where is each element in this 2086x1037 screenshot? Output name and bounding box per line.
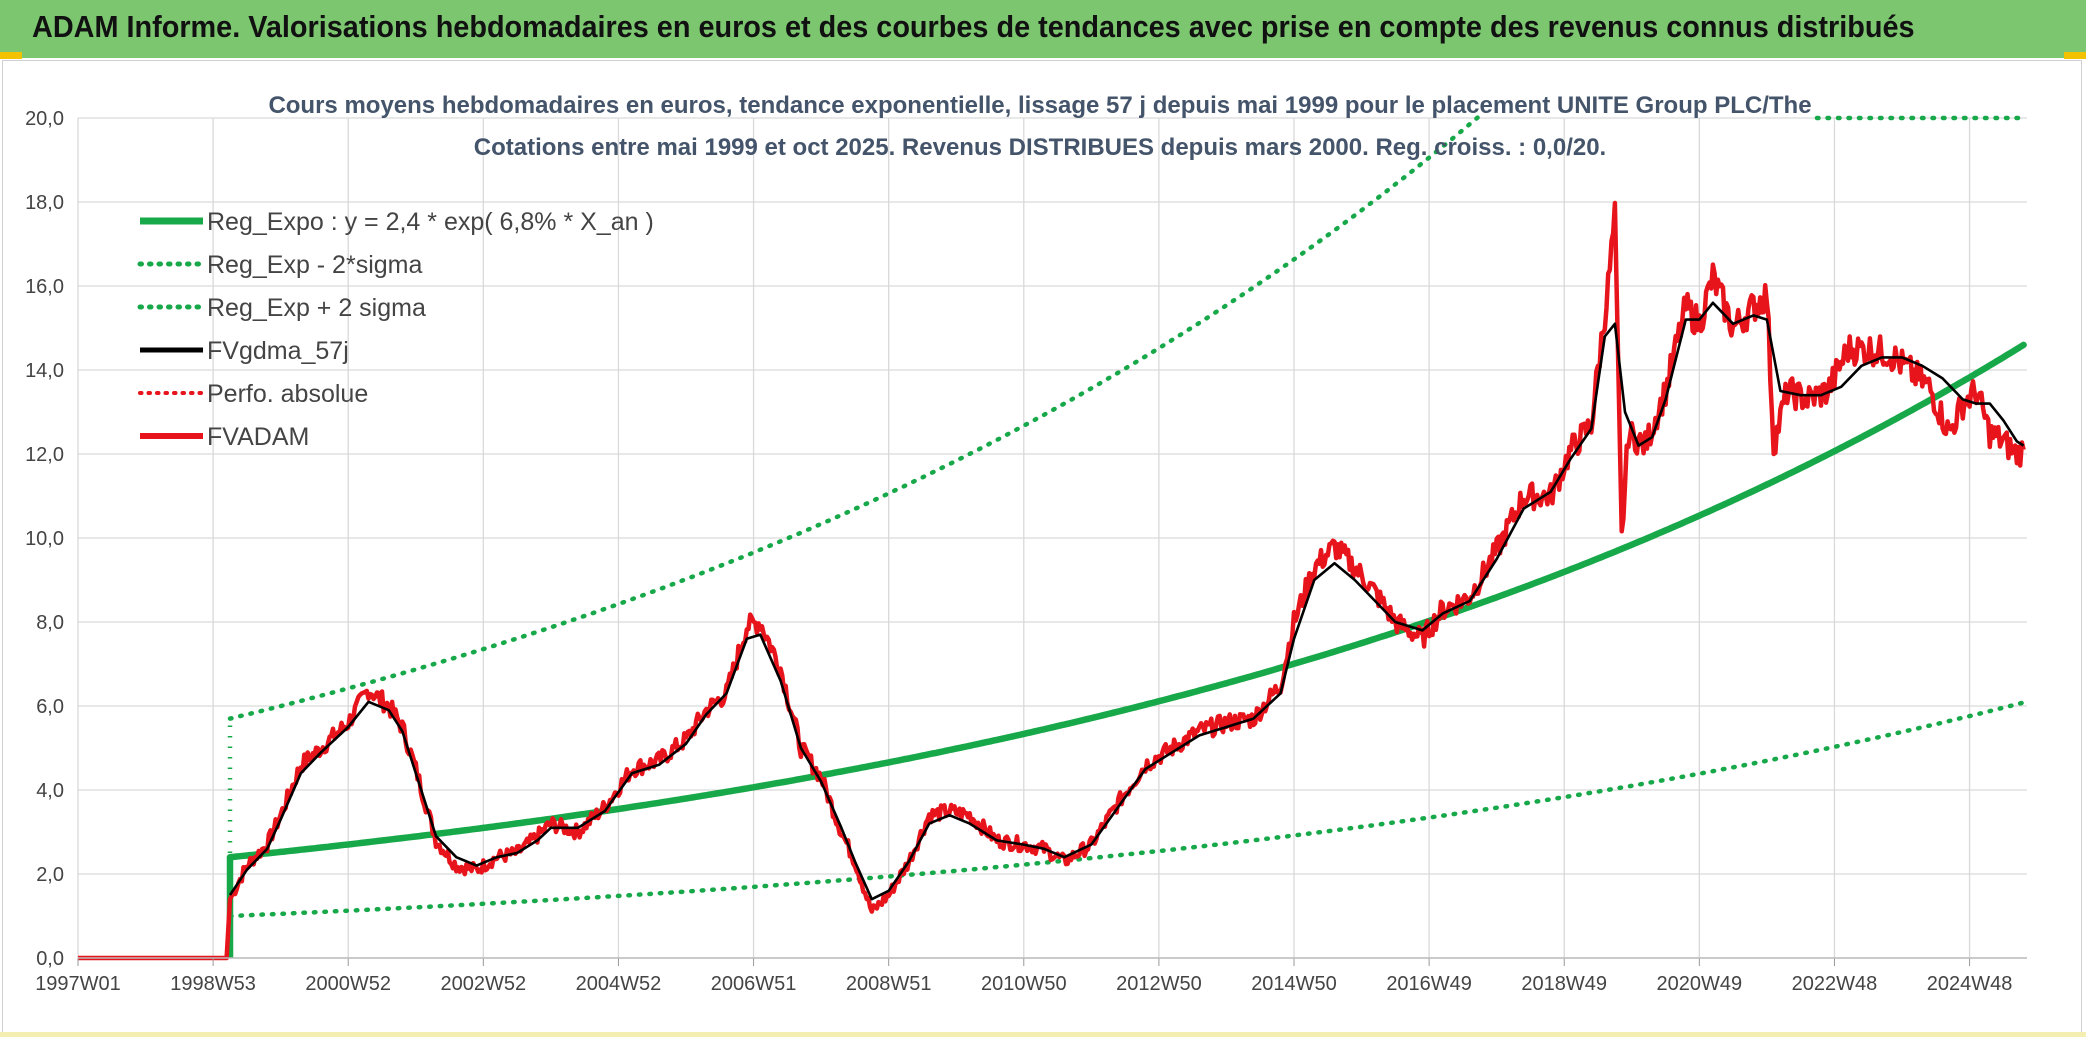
series-reg-expo bbox=[226, 341, 2027, 861]
y-tick-label: 20,0 bbox=[25, 108, 64, 130]
x-tick-label: 2020W49 bbox=[1657, 973, 1743, 995]
y-tick-label: 14,0 bbox=[25, 360, 64, 382]
legend-label: Reg_Exp - 2*sigma bbox=[207, 251, 422, 279]
bottom-bar bbox=[0, 1032, 2086, 1037]
corner-marker-right bbox=[2064, 52, 2086, 59]
report-title: ADAM Informe. Valorisations hebdomadaire… bbox=[32, 9, 1915, 44]
chart-title: Cours moyens hebdomadaires en euros, ten… bbox=[268, 92, 1811, 119]
series-fvgdma-57j bbox=[228, 301, 2025, 901]
chart-subtitle: Cotations entre mai 1999 et oct 2025. Re… bbox=[474, 134, 1606, 161]
x-tick-label: 2018W49 bbox=[1521, 973, 1607, 995]
x-tick-label: 2006W51 bbox=[711, 973, 797, 995]
y-tick-label: 6,0 bbox=[36, 696, 64, 718]
x-tick-label: 2004W52 bbox=[576, 973, 662, 995]
x-tick-label: 2010W50 bbox=[981, 973, 1067, 995]
x-tick-label: 2000W52 bbox=[305, 973, 391, 995]
x-tick-label: 2022W48 bbox=[1792, 973, 1878, 995]
title-banner: ADAM Informe. Valorisations hebdomadaire… bbox=[0, 0, 2086, 58]
series-reg-exp-2-sigma bbox=[227, 700, 2026, 919]
x-tick-label: 2024W48 bbox=[1927, 973, 2013, 995]
x-tick-label: 2016W49 bbox=[1386, 973, 1472, 995]
y-tick-label: 8,0 bbox=[36, 612, 64, 634]
x-tick-label: 1997W01 bbox=[35, 973, 121, 995]
legend-label: Reg_Exp + 2 sigma bbox=[207, 294, 426, 322]
y-tick-label: 12,0 bbox=[25, 444, 64, 466]
legend-label: FVgdma_57j bbox=[207, 337, 349, 365]
y-tick-label: 0,0 bbox=[36, 948, 64, 970]
x-tick-label: 2002W52 bbox=[441, 973, 527, 995]
x-tick-label: 1998W53 bbox=[170, 973, 256, 995]
y-tick-label: 16,0 bbox=[25, 276, 64, 298]
y-tick-label: 2,0 bbox=[36, 864, 64, 886]
plot-area bbox=[78, 114, 2027, 961]
x-tick-label: 2008W51 bbox=[846, 973, 932, 995]
legend-label: FVADAM bbox=[207, 423, 309, 451]
x-tick-label: 2012W50 bbox=[1116, 973, 1202, 995]
y-tick-label: 4,0 bbox=[36, 780, 64, 802]
corner-marker-left bbox=[0, 52, 22, 59]
y-tick-label: 10,0 bbox=[25, 528, 64, 550]
series-fvadam bbox=[78, 200, 2026, 961]
axis-layer: 0,0 2,0 4,0 6,0 8,0 10,0 12,0 14,0 16,0 18,0 20,0 1… bbox=[25, 108, 2027, 995]
legend-label: Reg_Expo : y = 2,4 * exp( 6,8% * X_an ) bbox=[207, 208, 654, 236]
legend: Reg_Expo : y = 2,4 * exp( 6,8% * X_an ) R… bbox=[137, 208, 654, 451]
series-reg-exp-2-sigma bbox=[227, 114, 1486, 721]
legend-label: Perfo. absolue bbox=[207, 380, 368, 408]
x-tick-label: 2014W50 bbox=[1251, 973, 1337, 995]
grid-layer bbox=[77, 117, 2027, 959]
series-layer bbox=[78, 114, 2027, 961]
y-tick-label: 18,0 bbox=[25, 192, 64, 214]
